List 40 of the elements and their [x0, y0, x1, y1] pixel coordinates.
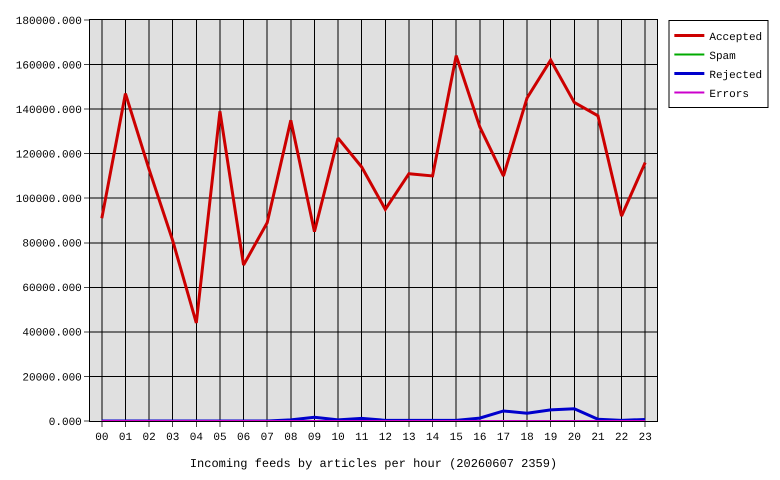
x-axis-title: Incoming feeds by articles per hour (20260607 2359): [190, 457, 558, 472]
y-tick-label: 60000.000: [22, 283, 82, 296]
x-tick-label: 08: [284, 432, 298, 444]
x-tick-label: 20: [568, 432, 581, 444]
x-tick-label: 23: [638, 432, 652, 444]
x-tick-label: 07: [260, 432, 274, 444]
x-tick-label: 14: [426, 432, 440, 444]
x-tick-label: 06: [236, 432, 250, 444]
line-series: [100, 54, 647, 324]
x-tick-label: 16: [473, 432, 486, 444]
x-tick-label: 12: [378, 432, 392, 444]
y-tick-label: 40000.000: [22, 328, 82, 340]
x-tick-label: 01: [118, 432, 132, 444]
y-tick-label: 160000.000: [16, 60, 82, 72]
x-tick-label: 03: [166, 432, 180, 444]
x-tick-label: 21: [591, 432, 605, 444]
x-tick-label: 09: [308, 432, 322, 444]
x-tick-label: 19: [544, 432, 558, 444]
x-tick-label: 17: [496, 432, 510, 444]
y-tick-label: 100000.000: [16, 194, 82, 206]
x-tick-label: 11: [355, 432, 369, 444]
y-tick-label: 140000.000: [16, 104, 82, 117]
y-tick-label: 180000.000: [16, 16, 82, 28]
x-tick-label: 05: [213, 432, 227, 444]
legend-label: Errors: [709, 88, 749, 101]
y-tick-label: 0.000: [48, 416, 82, 429]
x-tick-label: 04: [190, 432, 204, 444]
y-tick-label: 20000.000: [22, 372, 82, 384]
x-tick-label: 15: [450, 432, 463, 444]
y-tick-label: 80000.000: [22, 238, 82, 251]
x-tick-label: 00: [95, 432, 108, 444]
x-tick-label: 13: [402, 432, 416, 444]
x-tick-label: 22: [614, 432, 628, 444]
x-tick-label: 10: [331, 432, 345, 444]
legend-label: Spam: [709, 50, 736, 63]
y-tick-label: 120000.000: [16, 150, 82, 162]
legend-label: Rejected: [709, 70, 762, 82]
legend-label: Accepted: [709, 32, 762, 44]
x-tick-label: 02: [142, 432, 156, 444]
x-tick-label: 18: [520, 432, 534, 444]
